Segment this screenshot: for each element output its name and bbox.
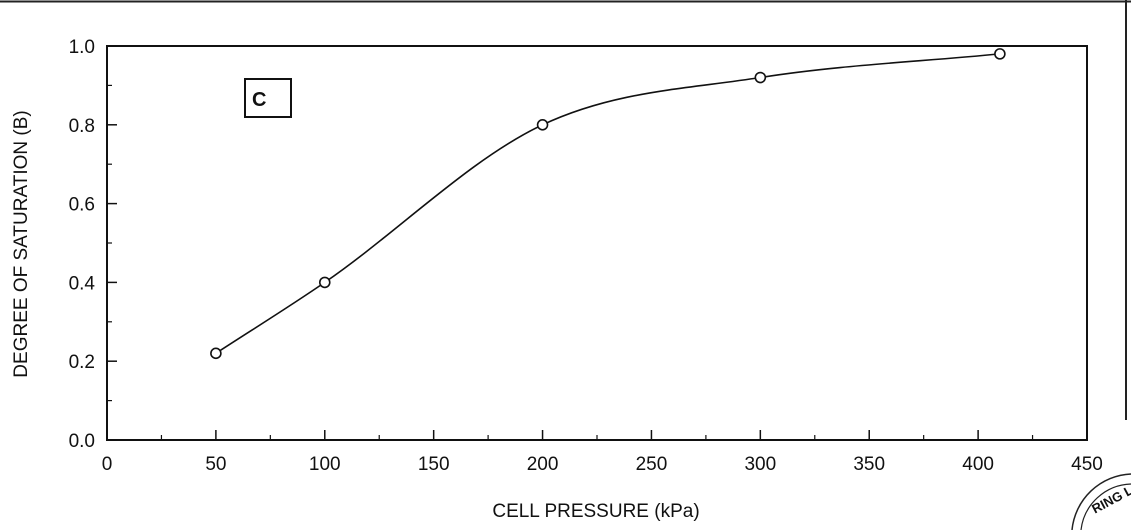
panel-label-box: C (244, 78, 292, 118)
data-point (754, 71, 767, 84)
x-tick-label: 150 (418, 454, 450, 475)
x-ticks: 0 50 100 150 200 250 300 350 400 450 (102, 430, 1103, 475)
y-tick-label: 0.2 (69, 352, 95, 373)
x-tick-label: 50 (205, 454, 226, 475)
x-tick-label: 250 (636, 454, 668, 475)
x-tick-label: 450 (1071, 454, 1103, 475)
x-tick-label: 200 (527, 454, 559, 475)
x-tick-label: 400 (962, 454, 994, 475)
data-point (536, 119, 549, 131)
panel-label: C (252, 89, 266, 111)
data-point (318, 276, 331, 289)
x-axis-label: CELL PRESSURE (kPa) (492, 501, 699, 522)
series-line (215, 53, 1000, 354)
x-tick-label: 0 (102, 454, 113, 475)
y-tick-label: 0.0 (69, 431, 95, 452)
data-point (210, 347, 222, 360)
y-tick-label: 0.4 (69, 273, 96, 294)
stamp-text: RING LA (1089, 478, 1131, 517)
stamp: RING LA (1071, 473, 1131, 530)
y-tick-label: 1.0 (69, 37, 95, 58)
y-tick-label: 0.8 (69, 116, 95, 137)
x-tick-label: 300 (744, 454, 776, 475)
x-tick-label: 100 (309, 454, 341, 475)
y-tick-label: 0.6 (69, 195, 95, 216)
data-point (994, 48, 1006, 60)
x-tick-label: 350 (853, 454, 885, 475)
y-ticks: 0.0 0.2 0.4 0.6 0.8 1.0 (69, 37, 117, 452)
y-axis-label: DEGREE OF SATURATION (B) (11, 110, 32, 377)
series-layer (210, 48, 1006, 360)
